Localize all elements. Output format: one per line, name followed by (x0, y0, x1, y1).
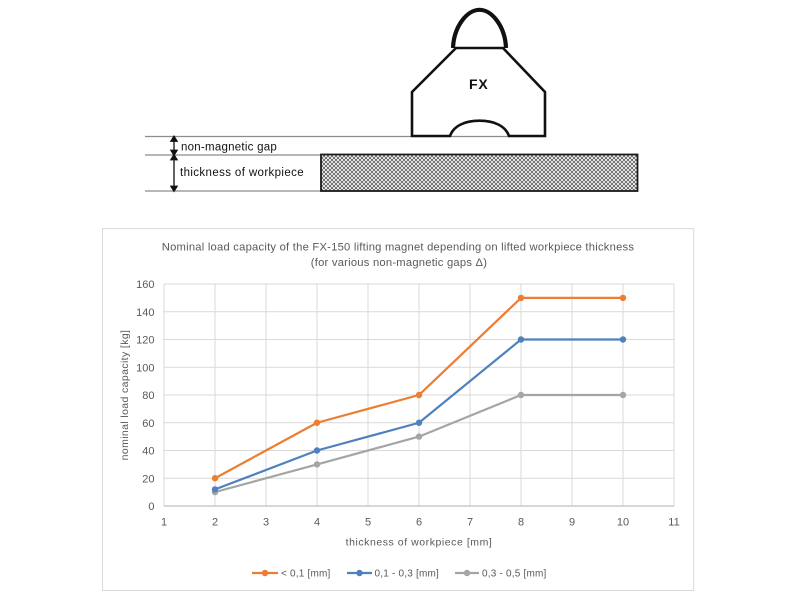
svg-text:nominal load capacity [kg]: nominal load capacity [kg] (119, 330, 131, 461)
svg-text:3: 3 (263, 517, 269, 529)
svg-text:40: 40 (142, 446, 154, 458)
svg-text:160: 160 (136, 279, 154, 291)
svg-text:0: 0 (148, 501, 154, 513)
svg-text:non-magnetic gap: non-magnetic gap (181, 142, 277, 154)
svg-text:11: 11 (668, 517, 679, 529)
svg-text:< 0,1 [mm]: < 0,1 [mm] (281, 569, 331, 580)
svg-text:thickness of workpiece: thickness of workpiece (180, 167, 304, 179)
svg-text:80: 80 (142, 390, 154, 402)
svg-text:(for various non-magnetic gaps: (for various non-magnetic gaps Δ) (311, 257, 487, 269)
svg-text:Nominal load capacity of the F: Nominal load capacity of the FX-150 lift… (162, 242, 635, 254)
svg-text:140: 140 (136, 307, 154, 319)
svg-text:8: 8 (518, 517, 524, 529)
svg-text:1: 1 (161, 517, 167, 529)
svg-text:6: 6 (416, 517, 422, 529)
svg-text:FX: FX (469, 76, 489, 92)
svg-text:thickness of workpiece [mm]: thickness of workpiece [mm] (346, 536, 493, 548)
svg-text:7: 7 (467, 517, 473, 529)
svg-text:5: 5 (365, 517, 371, 529)
svg-text:9: 9 (569, 517, 575, 529)
svg-text:60: 60 (142, 418, 154, 430)
svg-text:100: 100 (136, 362, 154, 374)
svg-text:120: 120 (136, 335, 154, 347)
svg-text:4: 4 (314, 517, 320, 529)
svg-text:20: 20 (142, 473, 154, 485)
svg-text:0,3 - 0,5 [mm]: 0,3 - 0,5 [mm] (482, 569, 547, 580)
svg-text:2: 2 (212, 517, 218, 529)
svg-text:10: 10 (617, 517, 629, 529)
svg-text:0,1 - 0,3 [mm]: 0,1 - 0,3 [mm] (375, 569, 440, 580)
